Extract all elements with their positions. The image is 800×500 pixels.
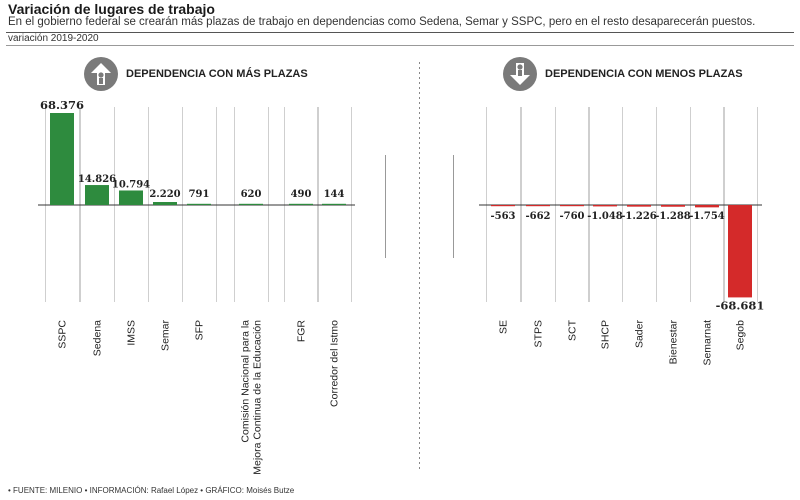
value-label: 490 <box>291 189 312 200</box>
value-label: 620 <box>241 189 262 200</box>
value-label: -662 <box>525 211 550 222</box>
category-label: SE <box>498 320 510 334</box>
value-label: 2.220 <box>149 189 180 200</box>
bar-bienestar <box>661 205 685 207</box>
category-label: Comisión Nacional para la <box>240 320 252 443</box>
bar-sspc <box>50 113 74 205</box>
category-label: SSPC <box>57 320 69 349</box>
value-label: 791 <box>189 189 210 200</box>
category-label: FGR <box>296 320 308 343</box>
category-label: Mejora Continua de la Educación <box>252 320 264 475</box>
bar-comisi-n-nacional-para-la-mejora-continua-de-la-educaci-n <box>239 203 263 205</box>
category-label: Corredor del Istmo <box>329 320 341 407</box>
section-less-header: DEPENDENCIA CON MENOS PLAZAS <box>503 57 743 91</box>
period-label: variación 2019-2020 <box>8 33 99 44</box>
bar-sct <box>560 205 584 207</box>
value-label: -1.754 <box>689 211 725 222</box>
value-label: 144 <box>324 189 345 200</box>
bar-shcp <box>593 205 617 207</box>
bar-segob <box>728 205 752 298</box>
section-more-label: DEPENDENCIA CON MÁS PLAZAS <box>126 68 308 80</box>
value-label: -68.681 <box>716 298 765 312</box>
bar-semarnat <box>695 205 719 208</box>
category-label: SFP <box>194 320 206 340</box>
value-label: 10.794 <box>112 179 150 190</box>
bars <box>50 113 752 298</box>
value-label: -1.226 <box>621 211 657 222</box>
bar-sader <box>627 205 651 207</box>
value-label: -1.048 <box>587 211 623 222</box>
chart-title: Variación de lugares de trabajo <box>8 1 215 17</box>
bar-corredor-del-istmo <box>322 203 346 205</box>
bar-se <box>491 205 515 207</box>
bar-sedena <box>85 185 109 205</box>
value-label: 68.376 <box>40 98 84 112</box>
arrow-down-person-icon <box>503 57 537 91</box>
category-label: Sader <box>634 320 646 349</box>
category-labels: SSPC Sedena IMSS Semar SFP Comisión Nacional … <box>57 319 747 474</box>
bar-fgr <box>289 203 313 205</box>
bar-semar <box>153 202 177 205</box>
category-label: Bienestar <box>668 319 680 364</box>
category-label: Semarnat <box>702 320 714 366</box>
value-label: -1.288 <box>655 211 691 222</box>
bar-imss <box>119 190 143 205</box>
category-label: SHCP <box>600 320 612 349</box>
category-label: Segob <box>735 320 747 351</box>
category-label: STPS <box>533 320 545 347</box>
category-label: Sedena <box>92 320 104 356</box>
category-label: SCT <box>567 319 579 341</box>
bar-stps <box>526 205 550 207</box>
chart-subtitle: En el gobierno federal se crearán más pl… <box>8 16 756 28</box>
category-label: Semar <box>160 320 172 351</box>
bar-sfp <box>187 203 211 205</box>
section-more-header: DEPENDENCIA CON MÁS PLAZAS <box>84 57 308 91</box>
arrow-up-person-icon <box>84 57 118 91</box>
source-footer: • FUENTE: MILENIO • INFORMACIÓN: Rafael … <box>8 486 295 495</box>
header-rule <box>6 32 794 33</box>
category-label: IMSS <box>126 320 138 346</box>
section-less-label: DEPENDENCIA CON MENOS PLAZAS <box>545 68 743 80</box>
value-label: 14.826 <box>78 174 116 185</box>
header-rule-bottom <box>6 45 794 46</box>
column-lines <box>38 107 762 302</box>
value-label: -760 <box>559 211 584 222</box>
value-label: -563 <box>490 211 515 222</box>
section-separators <box>385 62 454 470</box>
